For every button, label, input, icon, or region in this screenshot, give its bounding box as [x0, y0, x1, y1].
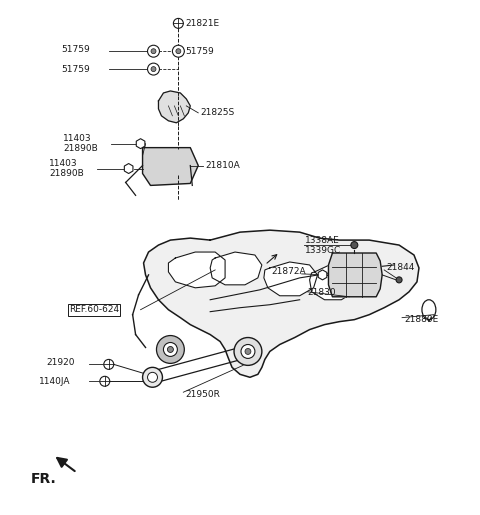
Polygon shape	[124, 164, 133, 174]
Text: FR.: FR.	[31, 472, 57, 486]
Circle shape	[173, 19, 183, 28]
Text: 1338AE: 1338AE	[305, 235, 339, 245]
Circle shape	[143, 367, 162, 387]
Polygon shape	[143, 148, 198, 185]
Polygon shape	[158, 91, 190, 123]
Circle shape	[100, 376, 110, 386]
Circle shape	[351, 242, 358, 249]
Circle shape	[172, 45, 184, 57]
Circle shape	[168, 347, 173, 352]
Text: 21821E: 21821E	[185, 19, 219, 28]
Text: 51759: 51759	[185, 47, 214, 56]
Circle shape	[176, 49, 181, 54]
Text: 1140JA: 1140JA	[39, 377, 71, 386]
Circle shape	[151, 66, 156, 72]
Text: 21830: 21830	[308, 288, 336, 297]
Polygon shape	[136, 139, 145, 149]
Circle shape	[234, 337, 262, 365]
Polygon shape	[328, 253, 382, 297]
Circle shape	[245, 349, 251, 354]
Circle shape	[151, 49, 156, 54]
Polygon shape	[318, 270, 327, 280]
Text: 21844: 21844	[386, 264, 415, 272]
Text: 11403: 11403	[63, 134, 92, 143]
Circle shape	[147, 63, 159, 75]
Polygon shape	[264, 262, 318, 296]
Polygon shape	[310, 265, 357, 300]
Text: 21920: 21920	[46, 358, 74, 367]
Circle shape	[241, 345, 255, 358]
Ellipse shape	[422, 300, 436, 320]
Circle shape	[147, 372, 157, 382]
Text: 21872A: 21872A	[272, 267, 306, 277]
Text: 21950R: 21950R	[185, 390, 220, 399]
Text: 51759: 51759	[61, 45, 90, 54]
Text: REF.60-624: REF.60-624	[69, 305, 119, 314]
Circle shape	[164, 342, 178, 356]
Text: 21880E: 21880E	[404, 315, 438, 324]
Text: 11403: 11403	[49, 159, 78, 168]
Circle shape	[156, 336, 184, 364]
Polygon shape	[168, 252, 225, 288]
Text: 21810A: 21810A	[205, 161, 240, 170]
Polygon shape	[210, 252, 262, 285]
Text: 1339GC: 1339GC	[305, 246, 341, 254]
Text: 51759: 51759	[61, 64, 90, 74]
Circle shape	[104, 359, 114, 369]
Polygon shape	[144, 230, 419, 377]
Text: 21825S: 21825S	[200, 108, 235, 117]
Text: 21890B: 21890B	[63, 144, 98, 153]
Circle shape	[147, 45, 159, 57]
Text: 21890B: 21890B	[49, 169, 84, 178]
Circle shape	[396, 277, 402, 283]
